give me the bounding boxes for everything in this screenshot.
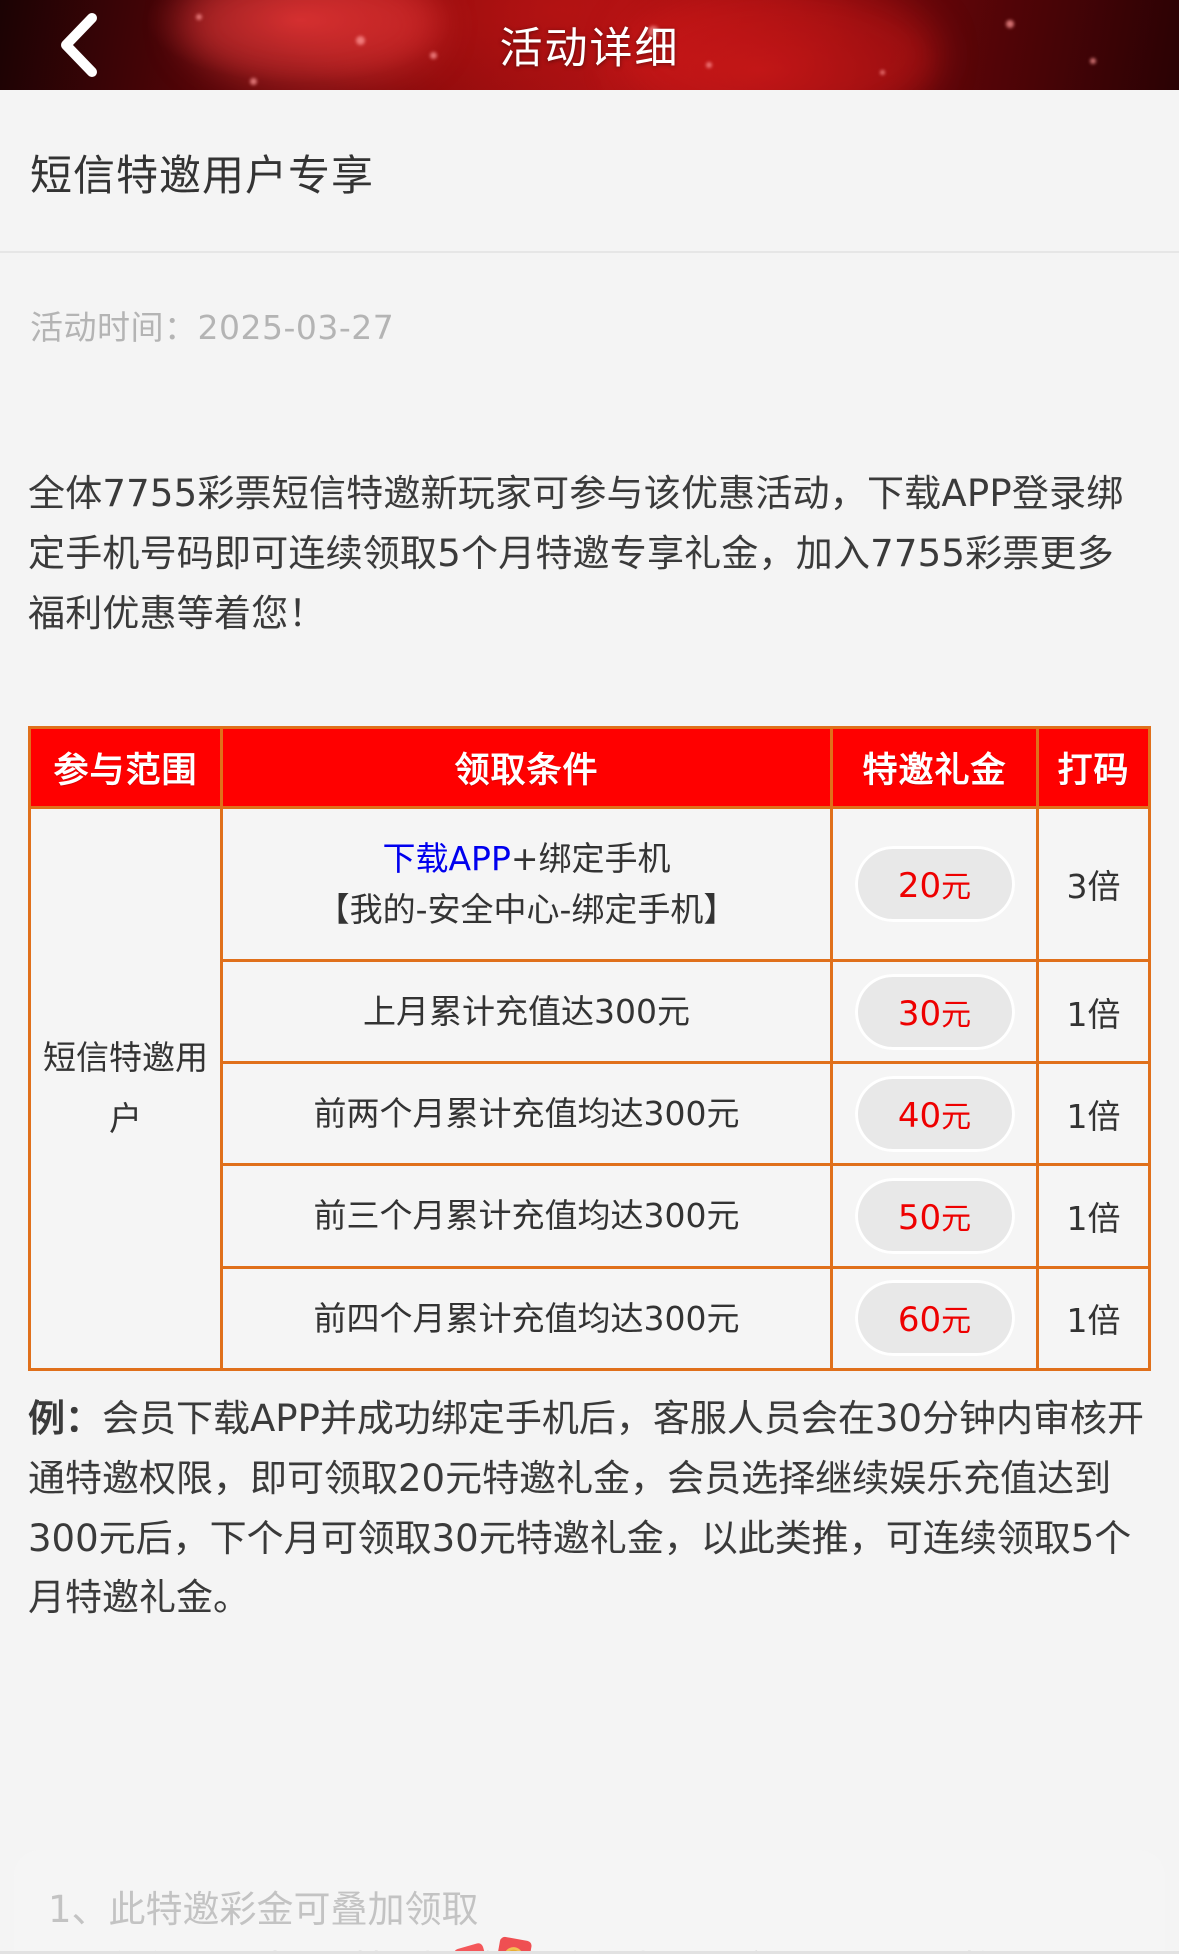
rules-table: 参与范围 领取条件 特邀礼金 打码 短信特邀用户 下载APP+绑定手机 【我的-…: [28, 725, 1151, 1371]
bonus-cell: 20元: [830, 805, 1039, 963]
scope-cell: 短信特邀用户: [28, 805, 223, 1371]
terms-line-1: 1、此特邀彩金可叠加领取: [48, 1888, 479, 1931]
condition-cell: 前两个月累计充值均达300元: [220, 1061, 833, 1167]
example-prefix: 例：: [28, 1396, 102, 1440]
condition-cell: 下载APP+绑定手机 【我的-安全中心-绑定手机】: [220, 805, 833, 963]
bonus-cell: 40元: [830, 1061, 1039, 1167]
rollover-cell: 1倍: [1036, 1265, 1151, 1371]
condition-cell: 前四个月累计充值均达300元: [220, 1265, 833, 1371]
nav-spark: [196, 14, 202, 20]
page-content: 短信特邀用户专享 活动时间：2025-03-27 全体7755彩票短信特邀新玩家…: [0, 90, 1179, 1954]
activity-time-label: 活动时间：: [30, 308, 198, 347]
table-header-bonus: 特邀礼金: [830, 725, 1039, 809]
example-text: 会员下载APP并成功绑定手机后，客服人员会在30分钟内审核开通特邀权限，即可领取…: [28, 1396, 1145, 1620]
bonus-cell: 60元: [830, 1265, 1039, 1371]
bonus-amount: 40: [897, 1095, 942, 1136]
rollover-cell: 1倍: [1036, 959, 1151, 1065]
bonus-pill: 60元: [854, 1280, 1015, 1357]
page-title: 活动详细: [499, 24, 680, 74]
nav-glow-right: [620, 0, 940, 90]
bonus-cell: 50元: [830, 1163, 1039, 1269]
nav-spark: [356, 36, 365, 45]
activity-intro: 全体7755彩票短信特邀新玩家可参与该优惠活动，下载APP登录绑定手机号码即可连…: [28, 472, 1124, 635]
rules-table-wrapper: 参与范围 领取条件 特邀礼金 打码 短信特邀用户 下载APP+绑定手机 【我的-…: [28, 725, 1151, 1371]
bonus-amount: 50: [897, 1197, 942, 1238]
bottom-divider: [0, 1951, 1179, 1954]
activity-time-value: 2025-03-27: [197, 308, 395, 347]
activity-title: 短信特邀用户专享: [0, 90, 1179, 253]
table-row: 上月累计充值达300元 30元 1倍: [30, 959, 1151, 1065]
table-row: 短信特邀用户 下载APP+绑定手机 【我的-安全中心-绑定手机】 20元 3倍: [28, 805, 1151, 1371]
bonus-amount: 30: [897, 993, 942, 1034]
bonus-amount: 20: [897, 865, 942, 906]
condition-text: +绑定手机: [510, 838, 671, 878]
download-app-link[interactable]: 下载APP: [382, 838, 511, 878]
rollover-cell: 1倍: [1036, 1061, 1151, 1167]
bonus-pill: 30元: [854, 973, 1015, 1050]
chevron-left-icon: [56, 12, 98, 78]
navigation-bar: 活动详细: [0, 0, 1179, 90]
condition-cell: 前三个月累计充值均达300元: [220, 1163, 833, 1269]
bonus-pill: 50元: [854, 1177, 1015, 1254]
nav-spark: [648, 26, 659, 37]
nav-spark: [1006, 20, 1014, 28]
bonus-unit: 元: [941, 1201, 972, 1237]
rollover-cell: 1倍: [1036, 1163, 1151, 1269]
table-header-row: 参与范围 领取条件 特邀礼金 打码: [28, 725, 1151, 809]
table-header-condition: 领取条件: [220, 725, 833, 809]
bonus-pill: 20元: [854, 845, 1015, 922]
terms-card: 1、此特邀彩金可叠加领取 2、任何单双大小对打情况的投注行为，彩金及其盈利都将 …: [14, 1850, 1165, 1954]
condition-cell: 上月累计充值达300元: [220, 959, 833, 1065]
table-header-scope: 参与范围: [28, 725, 223, 809]
table-row: 前四个月累计充值均达300元 60元 1倍: [30, 1265, 1151, 1371]
bonus-amount: 60: [897, 1300, 942, 1341]
nav-spark: [430, 52, 437, 59]
nav-spark: [250, 78, 257, 85]
bonus-unit: 元: [941, 869, 972, 905]
condition-subtext: 【我的-安全中心-绑定手机】: [316, 889, 737, 929]
nav-spark: [706, 62, 712, 68]
rollover-cell: 3倍: [1036, 805, 1151, 963]
activity-time-row: 活动时间：2025-03-27: [0, 253, 1179, 349]
bonus-unit: 元: [941, 1099, 972, 1135]
table-row: 前三个月累计充值均达300元 50元 1倍: [30, 1163, 1151, 1269]
bonus-unit: 元: [941, 1304, 972, 1340]
bonus-unit: 元: [941, 997, 972, 1033]
back-button[interactable]: [22, 0, 132, 90]
nav-spark: [880, 70, 885, 75]
bonus-pill: 40元: [854, 1075, 1015, 1152]
table-header-rollover: 打码: [1036, 725, 1151, 809]
bonus-cell: 30元: [830, 959, 1039, 1065]
table-row: 前两个月累计充值均达300元 40元 1倍: [30, 1061, 1151, 1167]
nav-spark: [1090, 58, 1096, 64]
example-paragraph: 例：会员下载APP并成功绑定手机后，客服人员会在30分钟内审核开通特邀权限，即可…: [0, 1371, 1179, 1629]
